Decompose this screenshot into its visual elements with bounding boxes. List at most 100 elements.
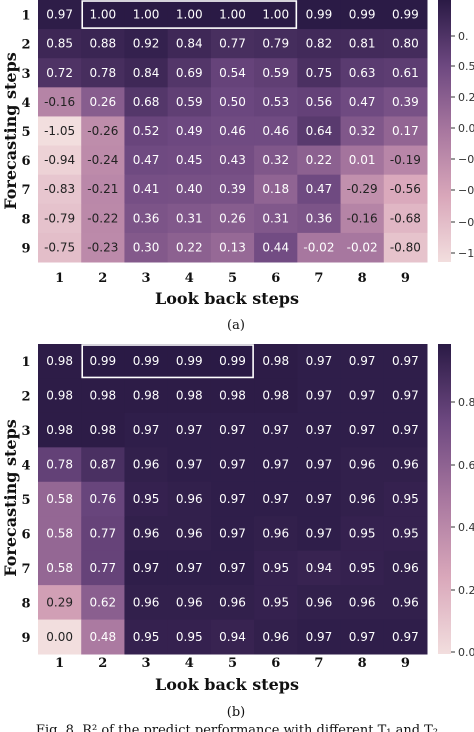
heatmap-cell bbox=[340, 29, 385, 59]
heatmap-cell bbox=[124, 232, 169, 263]
heatmap-cell bbox=[81, 585, 125, 621]
heatmap-cell-value: 0.96 bbox=[219, 595, 246, 609]
heatmap-cell-value: 0.22 bbox=[306, 153, 333, 167]
heatmap-cell bbox=[340, 344, 385, 379]
heatmap-cell bbox=[340, 585, 385, 621]
heatmap-cell-value: 0.98 bbox=[46, 423, 73, 437]
heatmap-cell bbox=[383, 344, 428, 379]
heatmap-cell-value: 0.68 bbox=[133, 95, 160, 109]
heatmap-cell bbox=[124, 481, 169, 517]
heatmap-cell bbox=[297, 58, 342, 88]
heatmap-cell bbox=[38, 232, 82, 263]
heatmap-cell-value: 0.96 bbox=[392, 595, 419, 609]
heatmap-cell-value: 0.97 bbox=[219, 458, 246, 472]
heatmap-cell-value: 0.97 bbox=[176, 423, 203, 437]
x-tick-label: 6 bbox=[271, 271, 280, 286]
heatmap-cell bbox=[38, 344, 82, 379]
heatmap-cell-value: 0.96 bbox=[392, 561, 419, 575]
heatmap-cell-value: 0.97 bbox=[392, 630, 419, 644]
heatmap-cell-value: 0.29 bbox=[46, 595, 73, 609]
heatmap-cell-value: -0.29 bbox=[347, 182, 378, 196]
heatmap-cell-value: 0.31 bbox=[262, 211, 289, 225]
heatmap-cell-value: 0.95 bbox=[176, 630, 203, 644]
heatmap-cell bbox=[38, 87, 82, 117]
heatmap-cell-value: 0.87 bbox=[89, 458, 116, 472]
colorbar-a-tick: 0.0 bbox=[458, 122, 474, 135]
heatmap-cell bbox=[297, 344, 342, 379]
heatmap-cell-value: -0.02 bbox=[303, 240, 334, 254]
heatmap-cell-value: 0.98 bbox=[176, 389, 203, 403]
heatmap-cell bbox=[340, 174, 385, 205]
heatmap-cell-value: 0.98 bbox=[262, 389, 289, 403]
heatmap-cell bbox=[124, 203, 169, 234]
heatmap-cell bbox=[124, 116, 169, 147]
heatmap-cell bbox=[340, 116, 385, 147]
heatmap-cell-value: -0.22 bbox=[87, 211, 118, 225]
heatmap-cell bbox=[210, 87, 255, 117]
heatmap-cell bbox=[167, 378, 212, 414]
heatmap-cell-value: -0.94 bbox=[44, 153, 75, 167]
heatmap-cell bbox=[167, 344, 212, 379]
heatmap-cell-value: 0.98 bbox=[46, 389, 73, 403]
colorbar-b-tick: 0.4 bbox=[458, 521, 474, 534]
heatmap-cell bbox=[210, 585, 255, 621]
heatmap-cell bbox=[340, 58, 385, 88]
x-tick-label: 4 bbox=[185, 656, 194, 671]
heatmap-cell bbox=[124, 344, 169, 379]
colorbar-a-tick: −0 bbox=[458, 153, 474, 166]
heatmap-cell bbox=[167, 585, 212, 621]
x-tick-label: 5 bbox=[228, 656, 237, 671]
x-tick-label: 2 bbox=[98, 271, 107, 286]
heatmap-cell-value: 0.96 bbox=[349, 492, 376, 506]
x-axis-label-a: Look back steps bbox=[155, 289, 299, 308]
heatmap-cell-value: 0.97 bbox=[262, 458, 289, 472]
heatmap-cell-value: 0.99 bbox=[133, 354, 160, 368]
heatmap-cell-value: 0.99 bbox=[176, 354, 203, 368]
heatmap-cell-value: -0.23 bbox=[87, 240, 118, 254]
y-tick-label: 7 bbox=[21, 562, 30, 577]
heatmap-cell bbox=[124, 87, 169, 117]
heatmap-cell-value: 0.58 bbox=[46, 492, 73, 506]
heatmap-cell bbox=[254, 87, 298, 117]
heatmap-cell-value: 0.97 bbox=[219, 561, 246, 575]
heatmap-cell bbox=[297, 516, 342, 552]
heatmap-cell-value: 0.97 bbox=[392, 423, 419, 437]
heatmap-cell-value: -0.24 bbox=[87, 153, 118, 167]
heatmap-cell bbox=[167, 58, 212, 88]
heatmap-cell-value: 0.98 bbox=[133, 389, 160, 403]
y-tick-label: 6 bbox=[21, 527, 30, 542]
heatmap-cell-value: 0.32 bbox=[349, 124, 376, 138]
heatmap-cell-value: 0.96 bbox=[133, 595, 160, 609]
y-tick-label: 8 bbox=[21, 596, 30, 611]
heatmap-cell-value: 0.98 bbox=[89, 389, 116, 403]
heatmap-cell-value: 0.44 bbox=[262, 240, 289, 254]
heatmap-cell-value: 0.84 bbox=[133, 66, 160, 80]
heatmap-cell-value: 0.96 bbox=[349, 458, 376, 472]
heatmap-cell-value: 0.97 bbox=[349, 630, 376, 644]
heatmap-cell-value: 1.00 bbox=[89, 8, 116, 22]
heatmap-cell bbox=[81, 447, 125, 483]
heatmap-cell bbox=[167, 203, 212, 234]
heatmap-cell bbox=[38, 0, 82, 30]
heatmap-cell-value: 0.88 bbox=[89, 37, 116, 51]
heatmap-cell bbox=[210, 232, 255, 263]
y-tick-label: 6 bbox=[21, 154, 30, 169]
heatmap-cell bbox=[210, 481, 255, 517]
heatmap-cell bbox=[254, 585, 298, 621]
heatmap-cell bbox=[254, 29, 298, 59]
heatmap-cell bbox=[210, 516, 255, 552]
heatmap-cell bbox=[167, 619, 212, 655]
heatmap-cell-value: 1.00 bbox=[133, 8, 160, 22]
heatmap-cell bbox=[124, 447, 169, 483]
x-tick-label: 3 bbox=[142, 271, 151, 286]
heatmap-cell-value: -0.19 bbox=[390, 153, 421, 167]
colorbar-b-tick: 0.6 bbox=[458, 459, 474, 472]
heatmap-cell bbox=[124, 145, 169, 176]
heatmap-cell-value: 0.46 bbox=[219, 124, 246, 138]
y-axis-label-a: Forecasting steps bbox=[1, 52, 20, 210]
x-tick-label: 1 bbox=[55, 656, 64, 671]
heatmap-cell-value: 0.99 bbox=[392, 8, 419, 22]
heatmap-cell bbox=[38, 116, 82, 147]
heatmap-a: 0.97 1.00 1.00 1.00 1.00 1.00 0.99 0.99 0.99 0.85… bbox=[21, 0, 428, 286]
heatmap-cell-value: 1.00 bbox=[262, 8, 289, 22]
